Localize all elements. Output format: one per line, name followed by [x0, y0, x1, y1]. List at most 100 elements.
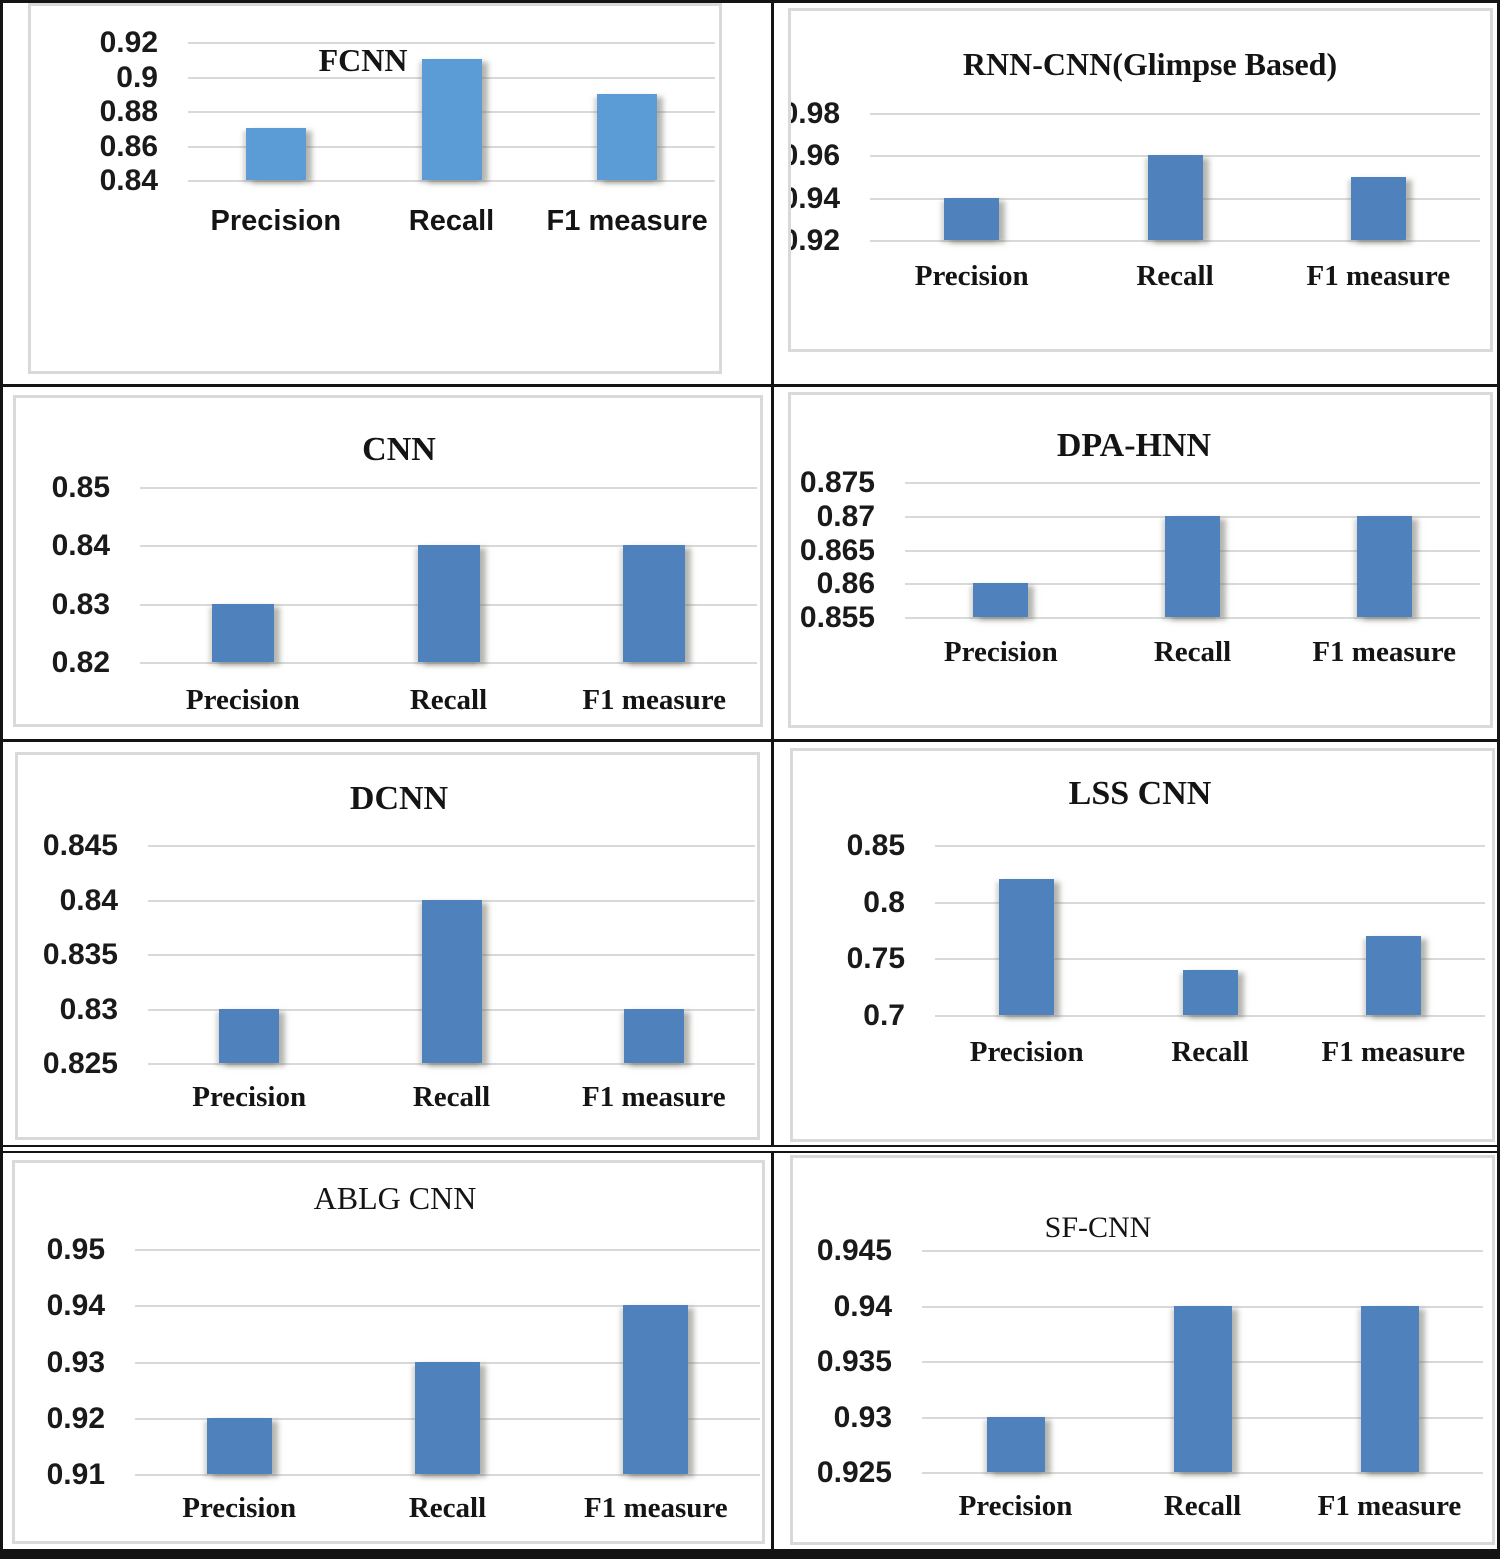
- x-category-label: Recall: [408, 205, 495, 237]
- bar-precision: [999, 879, 1055, 1015]
- chart-cell-fcnn: 0.92 0.9 0.88 0.86 0.84 Precision Recall F1 mea…: [3, 3, 774, 387]
- chart-cell-ablg: 0.95 0.94 0.93 0.92 0.91 Precision Recall F1 me…: [3, 1151, 774, 1549]
- gridline: [188, 42, 715, 44]
- y-tick-label: 0.865: [799, 533, 875, 567]
- chart-title: FCNN: [318, 42, 408, 78]
- y-tick-label: 0.85: [51, 471, 110, 504]
- y-tick-label: 0.98: [791, 97, 840, 130]
- y-tick-label: 0.84: [99, 164, 158, 197]
- y-tick-label: 0.935: [816, 1345, 892, 1378]
- x-category-label: Precision: [182, 1492, 297, 1524]
- x-category-label: Recall: [1153, 636, 1232, 668]
- x-category-label: F1 measure: [1306, 260, 1451, 292]
- y-tick-label: 0.86: [816, 567, 875, 601]
- bar-f1-measure: [1360, 1305, 1419, 1472]
- y-tick-label: 0.94: [46, 1289, 105, 1323]
- chart-title: DPA-HNN: [1056, 427, 1212, 464]
- y-tick-label: 0.83: [59, 992, 118, 1026]
- chart-title: DCNN: [349, 780, 449, 817]
- y-tick-label: 0.835: [42, 938, 118, 971]
- x-category-label: F1 measure: [582, 684, 726, 716]
- y-tick-label: 0.92: [46, 1401, 105, 1435]
- bar-f1-measure: [597, 93, 658, 180]
- y-tick-label: 0.92: [791, 224, 840, 257]
- x-category-label: F1 measure: [546, 205, 708, 237]
- y-tick-label: 0.925: [816, 1456, 892, 1489]
- bar-precision: [206, 1417, 272, 1474]
- bar-precision: [986, 1416, 1045, 1472]
- bar-precision: [219, 1008, 280, 1063]
- x-category-label: Precision: [958, 1490, 1073, 1522]
- chart-cell-dcnn: 0.845 0.84 0.835 0.83 0.825 Precision Recall F1…: [3, 742, 774, 1147]
- y-tick-label: 0.82: [51, 646, 110, 679]
- y-tick-label: 0.75: [846, 942, 905, 976]
- chart-cell-lss: 0.85 0.8 0.75 0.7 Precision Recall F1 measure L…: [774, 742, 1497, 1147]
- gridline: [135, 1474, 760, 1476]
- bar-precision: [973, 583, 1029, 617]
- chart-cell-dpa: 0.875 0.87 0.865 0.86 0.855 Precision Recall F1…: [774, 387, 1497, 742]
- chart-frame: 0.85 0.84 0.83 0.82 Precision Recall F1 measur…: [13, 395, 763, 727]
- gridline: [935, 1015, 1485, 1017]
- y-tick-label: 0.91: [46, 1458, 105, 1491]
- x-category-label: F1 measure: [1312, 636, 1456, 668]
- chart-frame: 0.92 0.9 0.88 0.86 0.84 Precision Recall F1 mea…: [28, 3, 722, 374]
- chart-frame: 0.845 0.84 0.835 0.83 0.825 Precision Recall F1…: [15, 752, 760, 1140]
- x-category-label: F1 measure: [1321, 1036, 1466, 1068]
- gridline: [935, 901, 1485, 904]
- bar-f1-measure: [1365, 935, 1421, 1015]
- y-tick-label: 0.84: [51, 529, 110, 563]
- x-category-label: F1 measure: [1317, 1490, 1462, 1522]
- x-category-label: F1 measure: [582, 1081, 726, 1113]
- bar-f1-measure: [623, 545, 686, 662]
- gridline: [870, 240, 1480, 242]
- bar-recall: [1182, 969, 1238, 1015]
- chart-title: CNN: [362, 431, 436, 468]
- gridline: [140, 662, 757, 664]
- x-category-label: Recall: [409, 684, 488, 716]
- y-tick-label: 0.825: [42, 1047, 118, 1080]
- gridline: [148, 1063, 755, 1065]
- y-tick-label: 0.855: [799, 601, 875, 634]
- x-category-label: Recall: [1171, 1036, 1249, 1068]
- bar-precision: [245, 128, 306, 180]
- y-tick-label: 0.845: [42, 829, 118, 862]
- y-tick-label: 0.87: [816, 499, 875, 533]
- bar-f1-measure: [623, 1008, 684, 1063]
- chart-cell-cnn: 0.85 0.84 0.83 0.82 Precision Recall F1 measur…: [3, 387, 774, 742]
- x-category-label: Precision: [969, 1036, 1084, 1068]
- y-tick-label: 0.94: [833, 1289, 892, 1323]
- chart-title: ABLG CNN: [313, 1180, 477, 1216]
- x-category-label: Precision: [192, 1081, 307, 1113]
- y-tick-label: 0.875: [799, 466, 875, 499]
- chart-title: SF-CNN: [1044, 1211, 1152, 1244]
- gridline: [140, 487, 757, 489]
- chart-frame: 0.98 0.96 0.94 0.92 Precision Recall F1 measur…: [788, 8, 1493, 352]
- bar-f1-measure: [1350, 176, 1406, 240]
- y-tick-label: 0.88: [99, 95, 158, 128]
- gridline: [935, 845, 1485, 847]
- gridline: [905, 482, 1480, 484]
- bar-f1-measure: [1356, 515, 1412, 617]
- gridline: [135, 1249, 760, 1251]
- gridline: [935, 958, 1485, 961]
- chart-frame: 0.95 0.94 0.93 0.92 0.91 Precision Recall F1 me…: [12, 1160, 765, 1544]
- bar-recall: [1173, 1305, 1232, 1472]
- gridline: [922, 1472, 1483, 1474]
- y-tick-label: 0.96: [791, 139, 840, 173]
- chart-frame: 0.875 0.87 0.865 0.86 0.855 Precision Recall F1…: [788, 392, 1493, 728]
- x-category-label: Precision: [210, 205, 342, 237]
- gridline: [148, 845, 755, 847]
- bar-recall: [415, 1361, 480, 1474]
- y-tick-label: 0.8: [863, 885, 905, 919]
- bar-precision: [211, 603, 274, 662]
- gridline: [135, 1305, 760, 1308]
- chart-title: LSS CNN: [1068, 775, 1212, 812]
- y-tick-label: 0.84: [59, 883, 118, 917]
- x-category-label: Precision: [914, 260, 1029, 292]
- bar-recall: [417, 545, 480, 662]
- chart-title: RNN-CNN(Glimpse Based): [962, 46, 1338, 82]
- x-category-label: Precision: [943, 636, 1058, 668]
- chart-cell-sf: 0.945 0.94 0.935 0.93 0.925 Precision Recall F1…: [774, 1151, 1497, 1549]
- bar-recall: [1165, 515, 1220, 617]
